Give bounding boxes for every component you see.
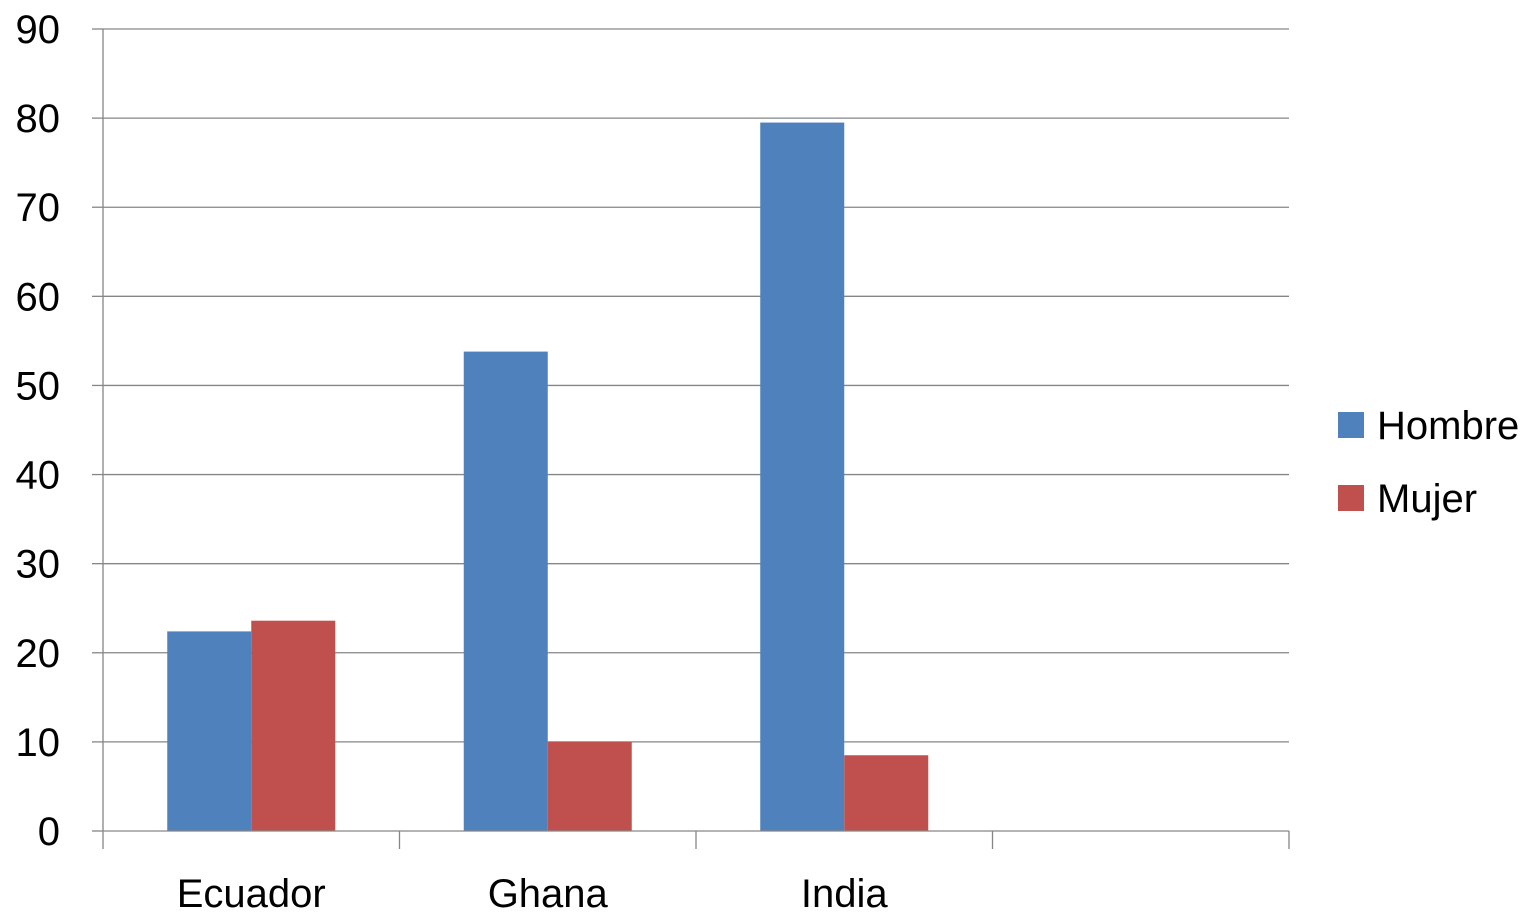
bars bbox=[167, 122, 929, 832]
y-tick-label: 0 bbox=[38, 810, 60, 854]
y-tick-label: 40 bbox=[16, 454, 61, 498]
legend-swatch-hombre bbox=[1338, 412, 1364, 438]
legend: Hombre Mujer bbox=[1338, 404, 1519, 521]
bar-hombre bbox=[463, 351, 548, 831]
x-tick-label: Ghana bbox=[488, 872, 609, 912]
y-tick-label: 90 bbox=[16, 8, 61, 52]
bar-mujer bbox=[251, 620, 336, 831]
y-tick-label: 10 bbox=[16, 721, 61, 765]
y-tick-label: 60 bbox=[16, 275, 61, 319]
legend-label-hombre: Hombre bbox=[1377, 404, 1519, 448]
bar-mujer bbox=[844, 755, 929, 831]
y-tick-label: 70 bbox=[16, 186, 61, 230]
y-tick-label: 80 bbox=[16, 97, 61, 141]
y-tick-label: 20 bbox=[16, 632, 61, 676]
y-tick-label: 30 bbox=[16, 543, 61, 587]
y-tick-label: 50 bbox=[16, 364, 61, 408]
x-tick-labels: Ecuador Ghana India bbox=[177, 872, 889, 912]
bar-mujer bbox=[547, 741, 632, 831]
y-tick-labels: 0 10 20 30 40 50 60 70 80 90 bbox=[16, 8, 61, 854]
axes bbox=[92, 28, 1290, 849]
x-tick-label: Ecuador bbox=[177, 872, 326, 912]
legend-label-mujer: Mujer bbox=[1377, 477, 1477, 521]
legend-swatch-mujer bbox=[1338, 485, 1364, 511]
bar-hombre bbox=[760, 122, 845, 832]
bar-hombre bbox=[167, 631, 252, 831]
x-tick-label: India bbox=[801, 872, 888, 912]
